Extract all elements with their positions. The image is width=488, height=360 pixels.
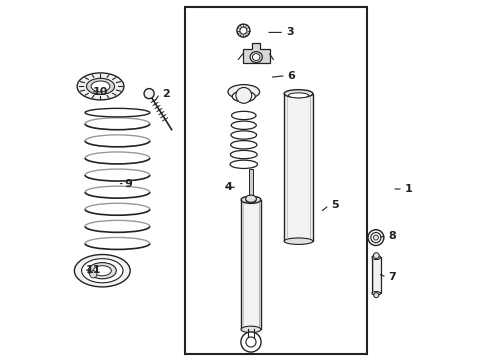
- Ellipse shape: [81, 258, 123, 283]
- Text: 1: 1: [404, 184, 411, 194]
- Ellipse shape: [86, 78, 114, 94]
- Ellipse shape: [91, 81, 110, 92]
- Ellipse shape: [232, 91, 255, 102]
- Text: 9: 9: [123, 179, 131, 189]
- Circle shape: [245, 337, 256, 347]
- Ellipse shape: [250, 51, 262, 63]
- Ellipse shape: [252, 54, 260, 60]
- Circle shape: [237, 24, 249, 37]
- Ellipse shape: [251, 199, 256, 202]
- Circle shape: [144, 89, 154, 99]
- Circle shape: [370, 233, 380, 243]
- Circle shape: [235, 87, 251, 103]
- Text: 6: 6: [287, 71, 295, 81]
- Ellipse shape: [241, 326, 260, 333]
- Bar: [249, 169, 252, 202]
- Ellipse shape: [74, 255, 130, 287]
- Ellipse shape: [245, 199, 250, 202]
- Circle shape: [373, 293, 378, 298]
- Ellipse shape: [93, 266, 111, 276]
- Ellipse shape: [371, 255, 380, 260]
- Ellipse shape: [245, 195, 256, 202]
- Ellipse shape: [288, 93, 308, 98]
- Text: 11: 11: [85, 265, 101, 275]
- Text: 4: 4: [224, 182, 232, 192]
- Text: 7: 7: [387, 272, 395, 282]
- Text: 3: 3: [285, 27, 293, 37]
- Bar: [284, 94, 312, 241]
- Bar: [371, 257, 380, 293]
- Bar: [247, 329, 253, 342]
- Circle shape: [240, 27, 246, 34]
- Circle shape: [89, 271, 97, 278]
- Circle shape: [241, 332, 261, 352]
- Bar: [185, 7, 366, 354]
- Text: 2: 2: [162, 89, 169, 99]
- Ellipse shape: [88, 263, 116, 279]
- Ellipse shape: [284, 90, 312, 98]
- Ellipse shape: [77, 73, 123, 100]
- Ellipse shape: [241, 196, 260, 203]
- Ellipse shape: [284, 238, 312, 244]
- Ellipse shape: [227, 85, 259, 99]
- Text: 10: 10: [92, 87, 108, 97]
- Circle shape: [367, 230, 383, 246]
- Circle shape: [373, 235, 378, 240]
- Ellipse shape: [371, 292, 380, 295]
- Text: 5: 5: [330, 200, 338, 210]
- Bar: [241, 200, 260, 329]
- Polygon shape: [242, 43, 269, 63]
- Circle shape: [373, 253, 378, 258]
- Text: 8: 8: [387, 231, 395, 241]
